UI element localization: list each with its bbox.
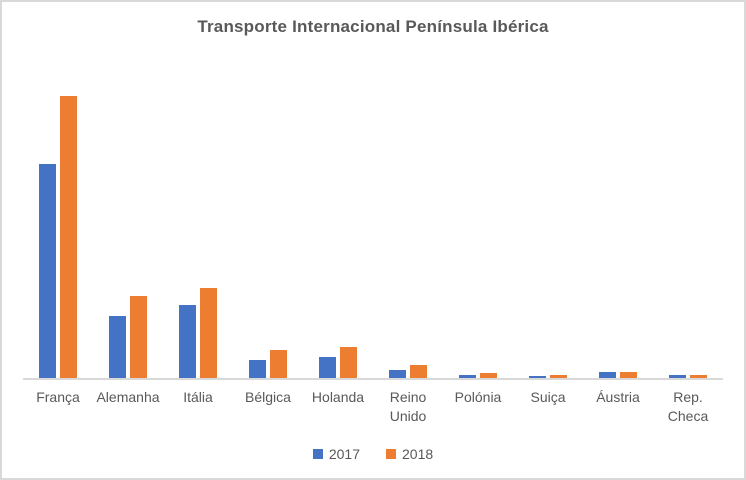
bar-2018-7 — [480, 373, 497, 378]
bar-group-6 — [373, 72, 443, 378]
bar-group-9 — [583, 72, 653, 378]
category-label-3: Itália — [183, 389, 213, 405]
bar-2017-1 — [39, 164, 56, 378]
bar-2018-10 — [690, 375, 707, 378]
bar-2017-5 — [319, 357, 336, 378]
bar-2018-9 — [620, 372, 637, 378]
category-label-2: Alemanha — [96, 389, 160, 405]
bar-2018-4 — [270, 350, 287, 378]
bar-2018-2 — [130, 296, 147, 378]
category-label-10: Rep. Checa — [667, 389, 709, 424]
legend-label-2018: 2018 — [402, 446, 434, 462]
bar-2017-3 — [179, 305, 196, 378]
bar-group-7 — [443, 72, 513, 378]
category-label-7: Polónia — [454, 389, 502, 405]
bar-2017-2 — [109, 316, 126, 378]
bar-2018-8 — [550, 375, 567, 378]
legend-swatch-2018 — [386, 449, 396, 459]
category-labels: França Alemanha Itália Bélgica Holanda Reino … — [23, 388, 723, 426]
bar-group-3 — [163, 72, 233, 378]
category-label-9: Áustria — [596, 389, 640, 405]
bar-2017-6 — [389, 370, 406, 378]
bar-2017-8 — [529, 376, 546, 378]
legend-label-2017: 2017 — [328, 446, 360, 462]
legend-item-2018: 2018 — [386, 446, 433, 462]
category-label-1: França — [36, 389, 80, 405]
bar-2017-10 — [669, 375, 686, 378]
bar-group-2 — [93, 72, 163, 378]
plot-area — [23, 72, 723, 378]
x-axis-line — [23, 378, 723, 380]
bar-2018-6 — [410, 365, 427, 378]
category-label-6: Reino Unido — [389, 389, 427, 424]
bar-2018-3 — [200, 288, 217, 378]
legend: 2017 2018 — [2, 446, 744, 462]
bar-group-5 — [303, 72, 373, 378]
bar-group-1 — [23, 72, 93, 378]
bar-2018-1 — [60, 96, 77, 378]
bar-2017-7 — [459, 375, 476, 378]
bar-group-10 — [653, 72, 723, 378]
legend-item-2017: 2017 — [312, 446, 360, 462]
legend-swatch-2017 — [312, 449, 323, 459]
bar-2017-9 — [599, 372, 616, 378]
bar-2017-4 — [249, 360, 266, 378]
category-label-8: Suiça — [530, 389, 566, 405]
bar-group-8 — [513, 72, 583, 378]
chart-title: Transporte Internacional Península Ibéri… — [197, 17, 549, 36]
bar-2018-5 — [340, 347, 357, 378]
category-label-4: Bélgica — [245, 389, 291, 405]
category-label-5: Holanda — [311, 389, 365, 405]
bar-group-4 — [233, 72, 303, 378]
